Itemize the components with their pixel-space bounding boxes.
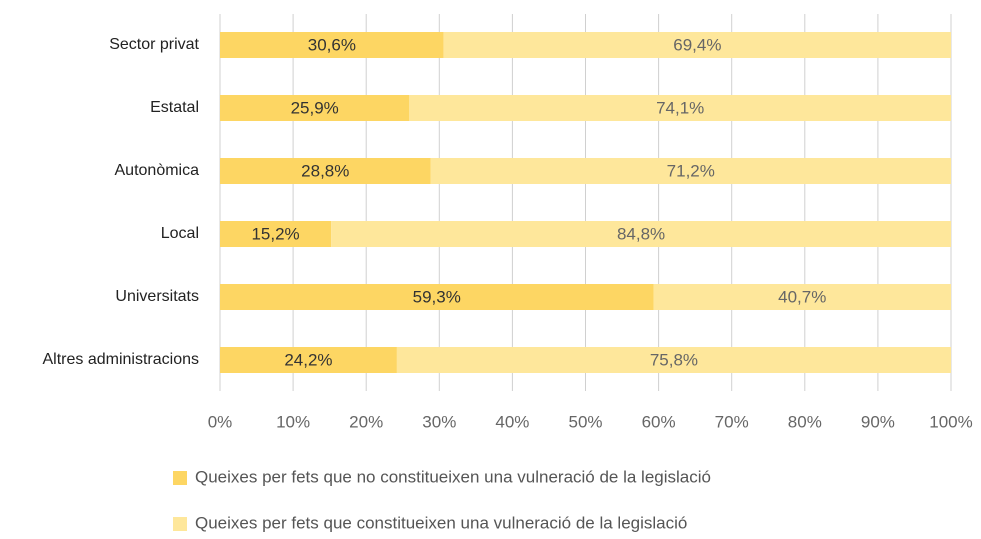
- bar-segment: [220, 284, 654, 310]
- bar-segment: [331, 221, 951, 247]
- x-tick-label: 70%: [715, 412, 749, 431]
- legend-swatch: [173, 471, 187, 485]
- data-label: 30,6%: [308, 35, 356, 54]
- x-tick-label: 30%: [422, 412, 456, 431]
- bar-segment: [220, 95, 410, 121]
- legend-swatch: [173, 517, 187, 531]
- data-label: 71,2%: [667, 161, 715, 180]
- y-tick-label: Estatal: [150, 99, 199, 116]
- bar-segment: [430, 158, 951, 184]
- x-tick-label: 100%: [929, 412, 972, 431]
- x-tick-label: 0%: [208, 412, 233, 431]
- data-label: 74,1%: [656, 98, 704, 117]
- x-tick-label: 40%: [495, 412, 529, 431]
- y-tick-label: Universitats: [115, 288, 199, 305]
- bar-segment: [220, 347, 397, 373]
- data-label: 24,2%: [284, 350, 332, 369]
- data-label: 84,8%: [617, 224, 665, 243]
- bar-segment: [220, 158, 431, 184]
- x-tick-label: 60%: [642, 412, 676, 431]
- data-label: 59,3%: [413, 287, 461, 306]
- data-label: 28,8%: [301, 161, 349, 180]
- y-tick-label: Sector privat: [109, 36, 199, 53]
- data-label: 69,4%: [673, 35, 721, 54]
- bar-segment: [220, 32, 444, 58]
- y-tick-label: Local: [161, 225, 199, 242]
- x-tick-label: 10%: [276, 412, 310, 431]
- x-tick-label: 80%: [788, 412, 822, 431]
- x-tick-label: 50%: [568, 412, 602, 431]
- legend-label: Queixes per fets que no constitueixen un…: [195, 467, 711, 486]
- data-label: 15,2%: [251, 224, 299, 243]
- bar-segment: [396, 347, 952, 373]
- bar-segment: [443, 32, 951, 58]
- data-label: 25,9%: [291, 98, 339, 117]
- data-label: 40,7%: [778, 287, 826, 306]
- legend-label: Queixes per fets que constitueixen una v…: [195, 513, 687, 532]
- x-tick-label: 20%: [349, 412, 383, 431]
- data-label: 75,8%: [650, 350, 698, 369]
- y-tick-label: Autonòmica: [115, 162, 200, 179]
- bar-segment: [220, 221, 332, 247]
- bar-segment: [653, 284, 951, 310]
- bar-segment: [409, 95, 952, 121]
- y-tick-label: Altres administracions: [43, 351, 200, 368]
- x-tick-label: 90%: [861, 412, 895, 431]
